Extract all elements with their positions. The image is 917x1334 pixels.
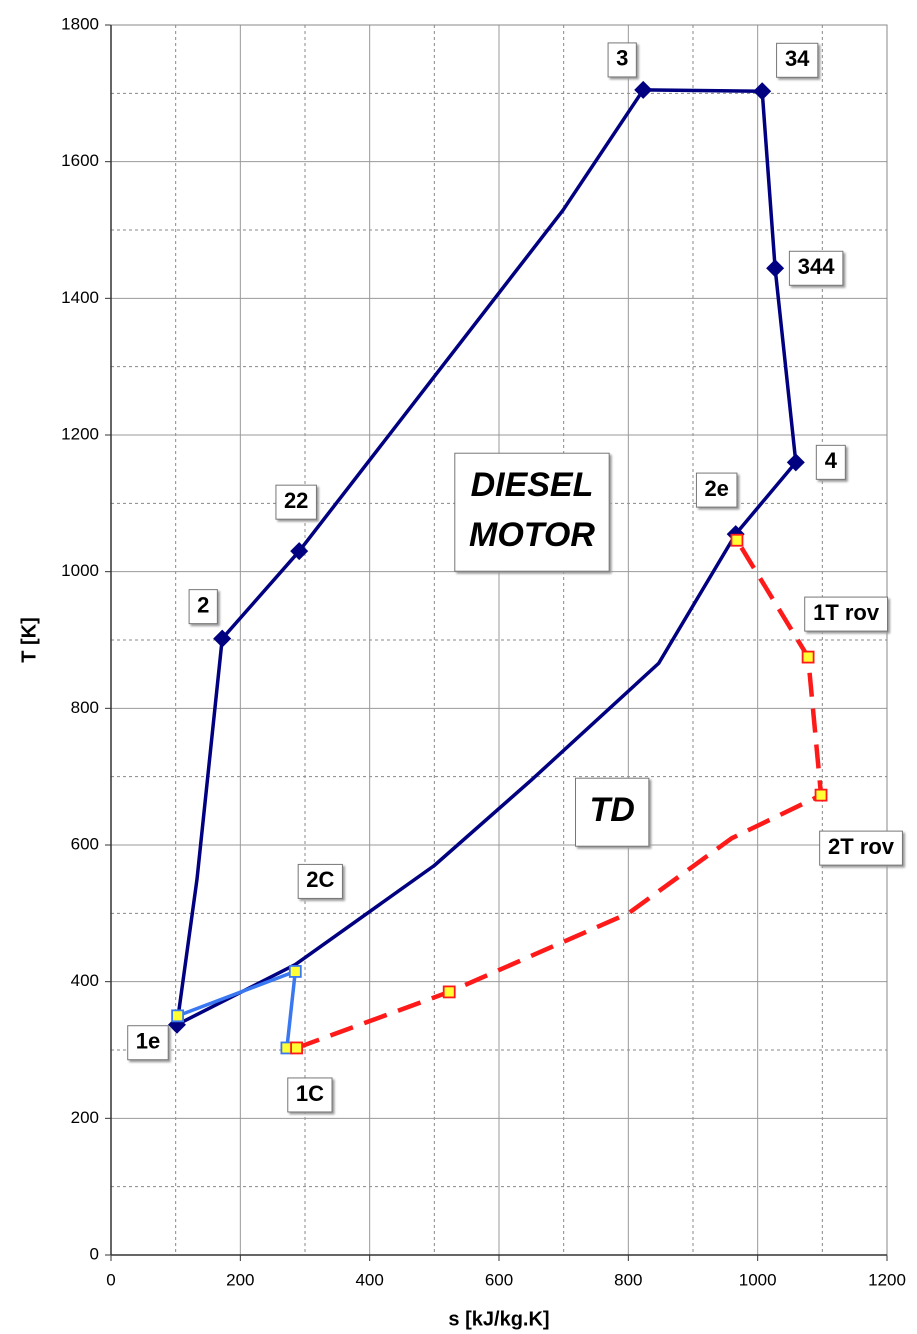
series-line: [176, 969, 298, 1049]
y-tick-label: 0: [90, 1244, 99, 1263]
label-box: 34: [776, 42, 819, 78]
y-tick-label: 1800: [61, 14, 99, 33]
y-axis-label: T [K]: [18, 617, 40, 663]
point-marker: [786, 453, 805, 472]
label-box: 1T rov: [804, 596, 888, 632]
point-label: 2C: [306, 867, 334, 892]
label-frame: [776, 42, 819, 78]
label-frame: [287, 1077, 333, 1113]
label-box: 2: [188, 589, 218, 625]
point-marker: [730, 533, 744, 547]
label-box: 2T rov: [819, 830, 903, 866]
point-label: 1C: [296, 1081, 324, 1106]
point-label: 344: [798, 254, 835, 279]
label-frame: [607, 42, 637, 78]
x-tick-label: 200: [226, 1270, 254, 1289]
point-marker: [753, 82, 772, 101]
label-frame: [275, 484, 317, 520]
x-axis-label: s [kJ/kg.K]: [448, 1308, 549, 1330]
label-box: 2C: [297, 863, 343, 899]
point-label: 3: [616, 46, 628, 71]
label-box: 3: [607, 42, 637, 78]
x-tick-label: 1000: [739, 1270, 777, 1289]
y-tick-label: 1600: [61, 151, 99, 170]
y-tick-label: 200: [71, 1108, 99, 1127]
point-label: 2T rov: [828, 834, 895, 859]
annotation: TD: [590, 791, 635, 829]
y-tick-label: 600: [71, 834, 99, 853]
label-box: 344: [788, 250, 844, 286]
annotation: DIESEL: [471, 466, 594, 504]
label-frame: [788, 250, 844, 286]
point-label: 34: [785, 46, 810, 71]
label-box: TD: [575, 777, 650, 847]
point-label: 4: [825, 448, 838, 473]
label-frame: [804, 596, 888, 632]
y-tick-label: 1200: [61, 424, 99, 443]
x-tick-label: 1200: [868, 1270, 906, 1289]
label-box: 4: [815, 444, 846, 480]
label-frame: [454, 452, 610, 572]
label-frame: [695, 472, 738, 508]
point-marker: [288, 965, 302, 978]
point-marker: [766, 259, 785, 278]
label-box: 1e: [127, 1025, 169, 1061]
point-marker: [171, 1009, 185, 1023]
x-tick-label: 800: [614, 1270, 642, 1289]
label-box: 1C: [287, 1077, 333, 1113]
series-line: [295, 539, 824, 1051]
annotation: MOTOR: [469, 516, 595, 554]
point-marker: [801, 650, 815, 664]
point-marker: [442, 985, 456, 999]
x-tick-label: 400: [355, 1270, 383, 1289]
point-marker: [634, 80, 653, 99]
label-box: 2e: [695, 472, 738, 508]
point-marker: [290, 1041, 303, 1055]
label-box: DIESEL MOTOR: [454, 452, 610, 572]
point-label: 1e: [136, 1029, 160, 1054]
label-frame: [819, 830, 903, 866]
point-marker: [814, 788, 828, 802]
x-tick-label: 600: [485, 1270, 513, 1289]
point-marker: [290, 542, 309, 561]
point-label: 2: [197, 592, 209, 617]
y-tick-label: 400: [71, 971, 99, 990]
label-box: 22: [275, 484, 317, 520]
y-tick-label: 800: [71, 698, 99, 717]
label-frame: [188, 589, 218, 625]
y-tick-label: 1000: [61, 561, 99, 580]
label-frame: [127, 1025, 169, 1061]
label-frame: [297, 863, 343, 899]
label-frame: [575, 777, 650, 847]
point-label: 22: [284, 488, 308, 513]
label-frame: [815, 444, 846, 480]
x-tick-label: 0: [106, 1270, 115, 1289]
point-marker: [213, 629, 232, 648]
y-tick-label: 1400: [61, 288, 99, 307]
point-label: 1T rov: [813, 600, 880, 625]
point-label: 2e: [704, 476, 728, 501]
